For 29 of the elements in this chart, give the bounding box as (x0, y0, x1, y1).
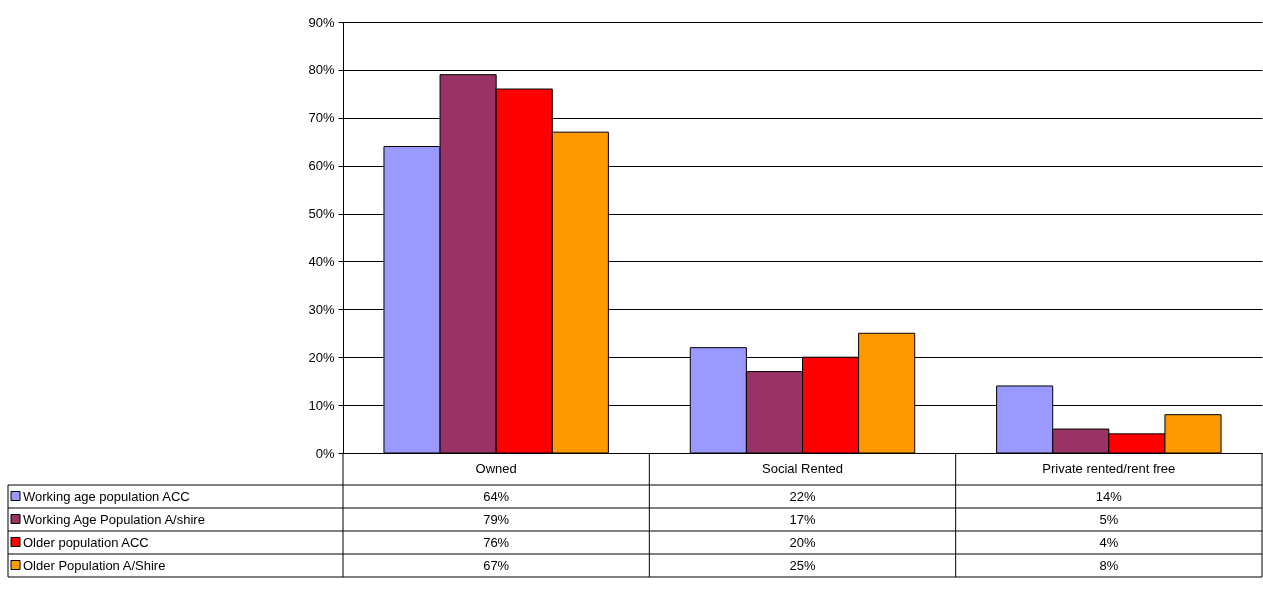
data-label: 4% (1099, 534, 1119, 550)
y-tick-label: 10% (308, 397, 335, 413)
data-label: 25% (789, 557, 816, 573)
y-tick-label: 70% (308, 110, 335, 126)
y-tick-label: 40% (308, 253, 335, 269)
x-tick-label: Owned (475, 461, 517, 476)
y-tick-label: 0% (315, 445, 335, 461)
x-tick-label: Private rented/rent free (1042, 461, 1176, 476)
y-tick-label: 80% (308, 62, 335, 78)
legend-label: Older population ACC (23, 534, 149, 550)
data-label: 22% (789, 488, 816, 504)
data-label: 8% (1099, 557, 1119, 573)
data-label: 76% (483, 534, 510, 550)
data-label: 14% (1095, 488, 1123, 504)
x-tick-label: Social Rented (762, 461, 843, 476)
y-tick-label: 60% (308, 158, 335, 174)
data-label: 17% (789, 511, 816, 527)
legend-label: Older Population A/Shire (23, 557, 166, 573)
y-tick-label: 20% (308, 349, 335, 365)
data-label: 64% (483, 488, 510, 504)
y-tick-label: 90% (308, 14, 335, 30)
data-label: 20% (789, 534, 816, 550)
legend-label: Working Age Population A/shire (23, 511, 205, 527)
data-label: 5% (1099, 511, 1119, 527)
data-label: 79% (483, 511, 510, 527)
y-tick-label: 50% (308, 206, 335, 222)
legend-label: Working age population ACC (23, 488, 190, 504)
y-tick-label: 30% (308, 301, 335, 317)
data-label: 67% (483, 557, 510, 573)
